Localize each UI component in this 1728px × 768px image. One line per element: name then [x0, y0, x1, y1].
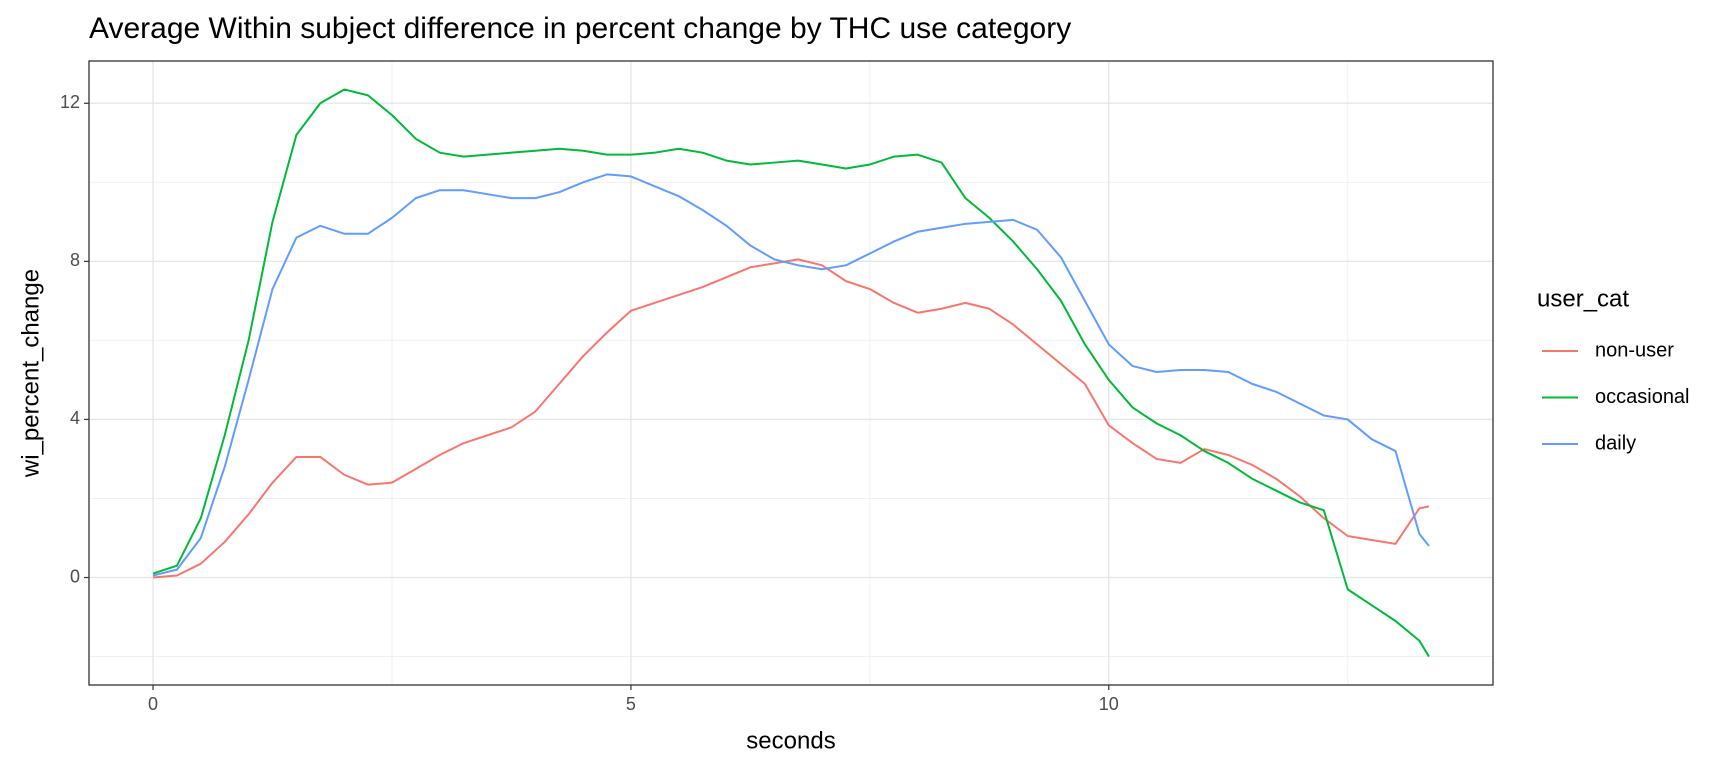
x-tick-label: 5 [626, 694, 636, 714]
plot-border [88, 60, 1494, 686]
data-line [152, 173, 1430, 577]
chart-title: Average Within subject difference in per… [89, 12, 1071, 45]
data-line [152, 258, 1430, 579]
y-tick-label: 8 [70, 250, 80, 270]
legend-label: daily [1595, 432, 1636, 454]
y-tick-label: 4 [70, 408, 80, 428]
legend-label: non-user [1595, 339, 1674, 361]
legend-label: occasional [1595, 386, 1690, 408]
x-tick-label: 10 [1099, 694, 1119, 714]
data-line [152, 88, 1430, 658]
x-axis-title: seconds [746, 727, 835, 754]
y-axis-title: wi_percent_change [17, 269, 44, 478]
y-tick-label: 12 [60, 92, 80, 112]
y-tick-label: 0 [70, 566, 80, 586]
x-tick-label: 0 [148, 694, 158, 714]
legend-title: user_cat [1537, 285, 1629, 312]
